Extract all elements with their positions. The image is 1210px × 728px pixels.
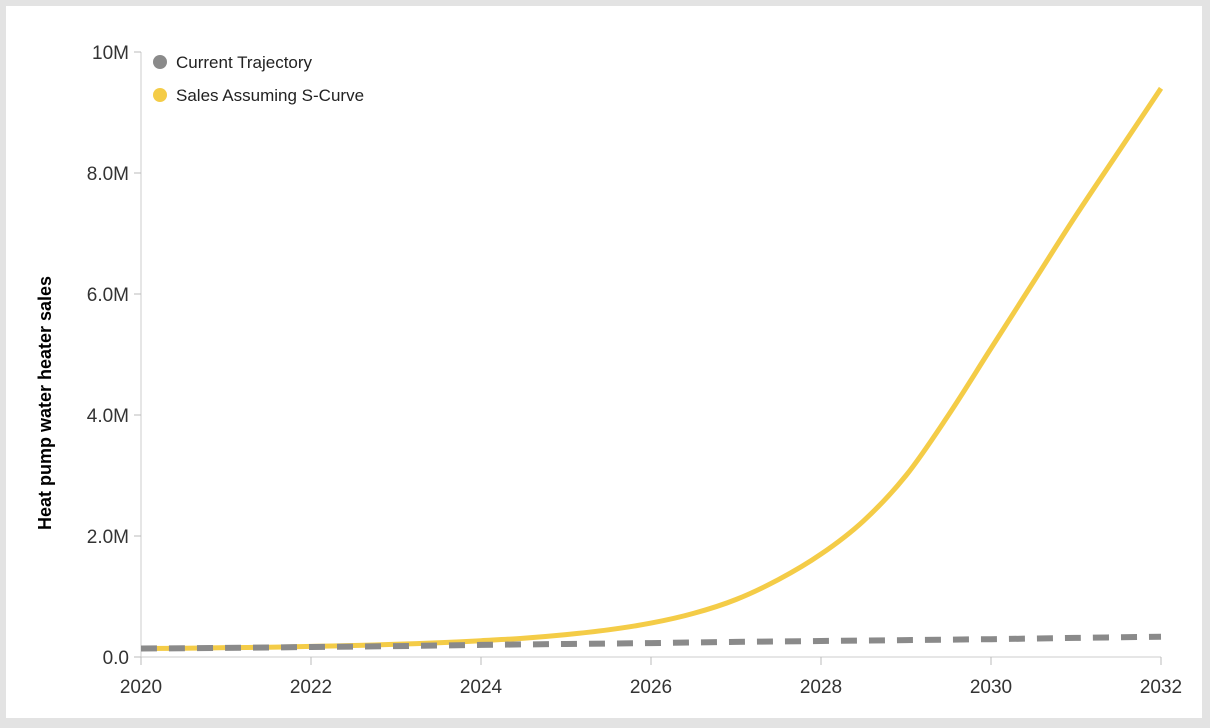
x-axis: 2020 2022 2024 2026 2028 2030 2032 xyxy=(120,656,1182,698)
x-tick-label: 2022 xyxy=(290,677,332,698)
y-tick-label: 4.0M xyxy=(87,406,129,427)
legend-label-0: Current Trajectory xyxy=(176,53,313,72)
y-tick-label: 0.0 xyxy=(103,648,129,669)
series-line-1 xyxy=(140,86,1164,651)
y-tick-label: 10M xyxy=(92,43,129,64)
y-tick-label: 6.0M xyxy=(87,285,129,306)
x-tick-label: 2030 xyxy=(970,677,1012,698)
legend-swatch-1 xyxy=(153,88,167,102)
y-tick-label: 2.0M xyxy=(87,527,129,548)
legend-swatch-0 xyxy=(153,55,167,69)
y-tick-label: 8.0M xyxy=(87,164,129,185)
x-tick-label: 2026 xyxy=(630,677,672,698)
x-tick-label: 2024 xyxy=(460,677,503,698)
y-axis: 0.0 2.0M 4.0M 6.0M 8.0M 10M xyxy=(87,43,142,669)
chart-panel: 0.0 2.0M 4.0M 6.0M 8.0M 10M 2020 2022 2024 2026 2… xyxy=(6,6,1202,718)
legend-label-1: Sales Assuming S-Curve xyxy=(176,86,364,105)
x-tick-label: 2032 xyxy=(1140,677,1182,698)
y-axis-title: Heat pump water heater sales xyxy=(35,276,55,530)
legend: Current Trajectory Sales Assuming S-Curve xyxy=(153,53,364,105)
series-line-0 xyxy=(140,633,1162,652)
x-tick-label: 2028 xyxy=(800,677,842,698)
series-layer xyxy=(140,86,1164,652)
x-tick-label: 2020 xyxy=(120,677,162,698)
